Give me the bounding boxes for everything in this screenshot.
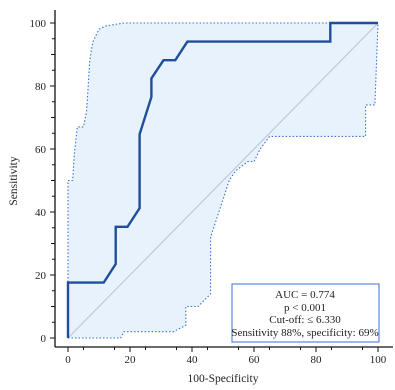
x-axis-label: 100-Specificity bbox=[188, 373, 259, 385]
y-axis-label: Sensitivity bbox=[8, 156, 20, 205]
x-tick-label: 60 bbox=[249, 354, 261, 366]
roc-curve-line bbox=[66, 21, 378, 338]
statistics-box-frame bbox=[231, 283, 380, 343]
y-tick-label: 20 bbox=[35, 270, 47, 282]
reference-diagonal-line bbox=[67, 22, 379, 339]
plot-lines bbox=[66, 21, 379, 339]
axes bbox=[50, 10, 393, 352]
x-tick-label: 20 bbox=[125, 354, 137, 366]
y-tick-label: 80 bbox=[35, 81, 47, 93]
x-tick-label: 0 bbox=[65, 354, 71, 366]
p-value-text: p < 0.001 bbox=[284, 302, 326, 314]
cutoff-text: Cut-off: ≤ 6.330 bbox=[269, 314, 341, 326]
ci-lower-line bbox=[68, 22, 379, 339]
y-tick-label: 40 bbox=[35, 207, 47, 219]
y-tick-label: 100 bbox=[30, 18, 47, 30]
x-tick-label: 40 bbox=[187, 354, 199, 366]
y-tick-label: 0 bbox=[41, 333, 47, 345]
sensitivity-specificity-text: Sensitivity 88%, specificity: 69% bbox=[231, 327, 378, 339]
statistics-box: AUC = 0.774 p < 0.001 Cut-off: ≤ 6.330 S… bbox=[231, 283, 380, 343]
x-tick-label: 100 bbox=[370, 354, 387, 366]
y-tick-label: 60 bbox=[35, 144, 47, 156]
x-tick-label: 80 bbox=[311, 354, 323, 366]
auc-text: AUC = 0.774 bbox=[275, 289, 335, 301]
tick-labels: 0 20 40 60 80 100 0 20 40 60 80 100 bbox=[30, 18, 387, 366]
